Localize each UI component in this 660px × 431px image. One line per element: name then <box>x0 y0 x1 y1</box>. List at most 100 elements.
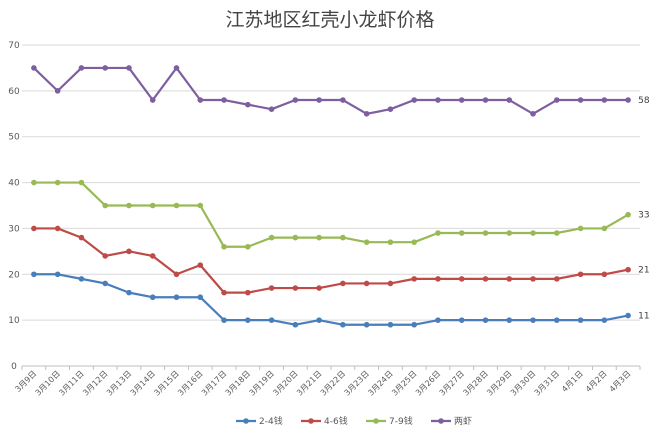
data-point <box>506 317 513 323</box>
legend: 2-4钱 4-6钱 7-9钱 两虾 <box>236 415 472 427</box>
data-point <box>530 276 536 282</box>
data-point <box>340 321 346 328</box>
data-point <box>601 97 608 103</box>
x-tick-label: 3月11日 <box>57 369 85 397</box>
data-point <box>363 239 370 245</box>
data-point <box>221 317 227 323</box>
data-point <box>149 253 156 259</box>
legend-label: 2-4钱 <box>259 415 283 427</box>
data-point <box>221 243 227 250</box>
series-line-1 <box>33 227 629 294</box>
x-tick-label: 3月22日 <box>319 369 347 397</box>
data-point <box>577 97 584 103</box>
data-point <box>78 276 85 282</box>
data-point <box>387 106 394 112</box>
data-point <box>268 106 275 112</box>
x-tick-label: 3月19日 <box>248 369 276 397</box>
data-point <box>173 271 180 278</box>
data-point <box>292 97 299 103</box>
end-value-label: 33 <box>638 211 649 221</box>
data-point <box>577 317 584 323</box>
data-point <box>173 65 180 71</box>
series-line-2 <box>33 181 629 248</box>
y-tick-label: 20 <box>8 270 20 280</box>
data-point <box>435 276 441 282</box>
data-point <box>316 317 322 323</box>
data-point <box>221 97 227 103</box>
data-point <box>268 317 275 323</box>
legend-label: 两虾 <box>454 415 472 427</box>
x-tick-label: 3月16日 <box>176 369 204 397</box>
data-point <box>601 317 608 323</box>
end-labels: 11 21 33 58 <box>638 96 650 322</box>
data-point <box>506 97 513 103</box>
data-point <box>625 97 631 103</box>
data-point <box>482 230 489 236</box>
data-point <box>245 289 251 296</box>
data-point <box>577 225 584 232</box>
data-point <box>78 65 85 71</box>
y-tick-label: 0 <box>11 362 17 372</box>
data-point <box>102 65 108 71</box>
data-point <box>126 248 132 255</box>
data-point <box>149 202 156 209</box>
data-point <box>54 88 61 94</box>
data-point <box>316 97 322 103</box>
data-point <box>340 234 346 241</box>
data-point <box>625 312 631 319</box>
legend-label: 4-6钱 <box>324 415 348 427</box>
x-tick-label: 3月30日 <box>509 369 537 397</box>
y-tick-label: 70 <box>8 41 20 51</box>
data-point <box>482 317 489 323</box>
data-point <box>292 321 299 328</box>
data-point <box>173 202 180 209</box>
data-point <box>316 234 322 241</box>
data-point <box>31 225 37 232</box>
y-tick-label: 30 <box>8 224 20 234</box>
x-tick-label: 3月25日 <box>390 369 418 397</box>
data-point <box>78 234 85 241</box>
data-point <box>197 202 204 209</box>
data-point <box>363 110 370 117</box>
data-point <box>601 271 608 278</box>
data-point <box>387 280 394 287</box>
legend-marker <box>373 418 379 424</box>
data-point <box>126 289 132 296</box>
x-tick-label: 3月28日 <box>461 369 489 397</box>
data-point <box>554 230 560 236</box>
data-point <box>411 239 417 245</box>
legend-label: 7-9钱 <box>389 415 413 427</box>
data-point <box>435 97 441 103</box>
data-point <box>363 280 370 287</box>
data-point <box>149 294 156 301</box>
data-point <box>458 230 465 236</box>
data-point <box>435 230 441 236</box>
data-point <box>245 317 251 323</box>
data-point <box>387 321 394 328</box>
data-point <box>530 317 536 323</box>
data-point <box>268 234 275 241</box>
data-point <box>435 317 441 323</box>
x-tick-label: 3月24日 <box>366 369 394 397</box>
x-tick-label: 3月21日 <box>295 369 323 397</box>
data-point <box>197 97 204 103</box>
legend-marker <box>308 418 314 424</box>
data-point <box>482 276 489 282</box>
data-point <box>54 179 61 186</box>
data-point <box>340 97 346 103</box>
data-point <box>530 230 536 236</box>
data-point <box>601 225 608 232</box>
data-point <box>78 179 85 186</box>
data-point <box>149 97 156 103</box>
data-point <box>458 276 465 282</box>
end-value-label: 21 <box>638 266 649 276</box>
x-tick-label: 3月31日 <box>533 369 561 397</box>
x-tick-label: 3月15日 <box>152 369 180 397</box>
x-tick-label: 3月10日 <box>34 369 62 397</box>
data-point <box>340 280 346 287</box>
data-point <box>530 110 536 117</box>
data-point <box>316 285 322 291</box>
data-point <box>554 317 560 323</box>
data-point <box>126 202 132 209</box>
data-point <box>102 280 108 287</box>
